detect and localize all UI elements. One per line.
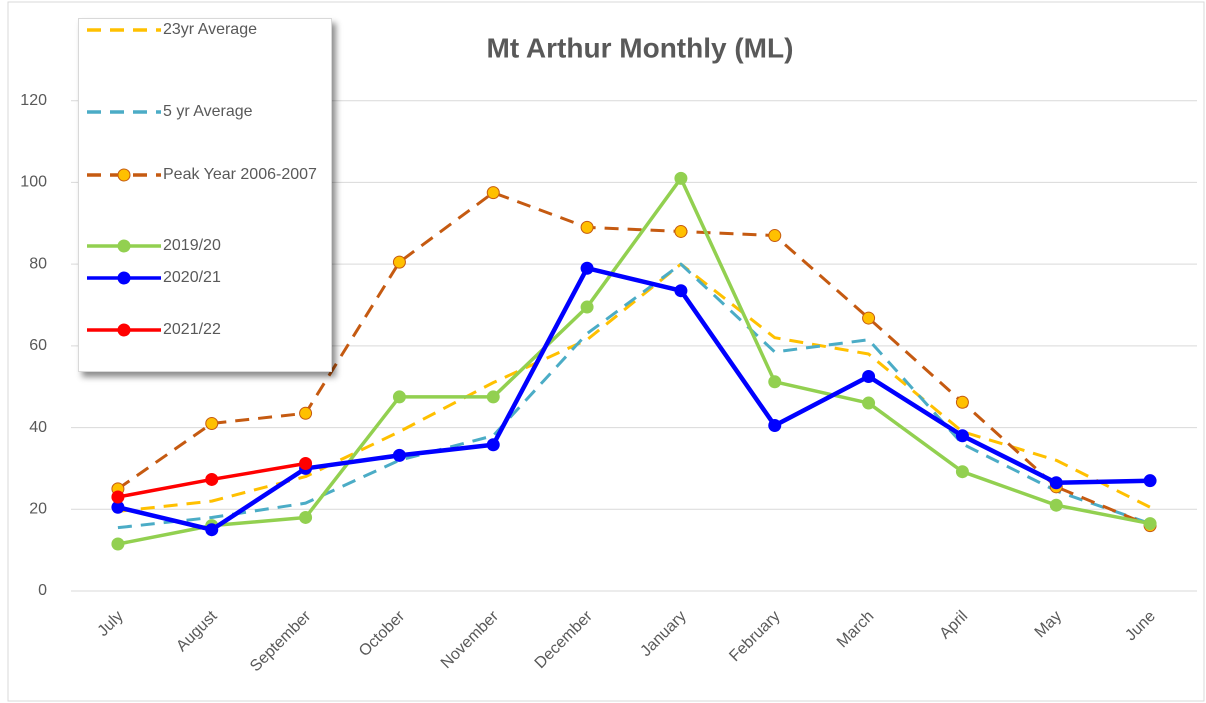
x-tick-label: August	[173, 607, 221, 655]
legend-item: 2020/21	[85, 267, 323, 289]
data-point	[111, 490, 125, 504]
data-point	[768, 375, 782, 389]
data-point	[580, 261, 594, 275]
data-point	[1143, 517, 1157, 531]
legend-marker	[117, 239, 131, 253]
x-tick-label: March	[834, 608, 877, 651]
data-point	[768, 229, 782, 243]
legend-marker	[117, 323, 131, 337]
x-tick-label: April	[937, 608, 972, 643]
legend-label: 23yr Average	[163, 21, 257, 38]
data-point	[580, 300, 594, 314]
x-tick-label: January	[637, 608, 689, 660]
x-tick-label: December	[532, 607, 597, 672]
legend-label: 5 yr Average	[163, 103, 253, 120]
legend-item: 2021/22	[85, 319, 323, 341]
series-line	[117, 176, 1151, 546]
data-point	[205, 416, 219, 430]
x-tick-label: November	[438, 607, 503, 672]
data-point	[392, 255, 406, 269]
data-point	[955, 465, 969, 479]
data-point	[674, 171, 688, 185]
data-point	[674, 224, 688, 238]
data-point	[299, 510, 313, 524]
data-point	[862, 311, 876, 325]
data-point	[392, 390, 406, 404]
data-point	[1049, 476, 1063, 490]
data-point	[299, 457, 313, 471]
chart-border	[7, 1, 1205, 702]
series-line	[117, 262, 1151, 530]
data-point	[392, 448, 406, 462]
x-tick-label: June	[1122, 608, 1159, 645]
y-tick-label: 40	[29, 419, 47, 436]
legend-label: 2021/22	[163, 321, 221, 338]
x-tick-label: February	[726, 608, 783, 665]
x-tick-label: September	[247, 607, 315, 675]
legend-swatch	[87, 28, 161, 32]
legend-item: 2019/20	[85, 235, 323, 257]
data-point	[205, 472, 219, 486]
legend-marker	[117, 168, 131, 182]
data-point	[1049, 498, 1063, 512]
y-tick-label: 60	[29, 337, 47, 354]
data-point	[955, 429, 969, 443]
y-tick-label: 80	[29, 255, 47, 272]
legend-swatch	[87, 168, 161, 182]
legend-label: Peak Year 2006-2007	[163, 166, 317, 183]
chart-title: Mt Arthur Monthly (ML)	[487, 32, 794, 63]
legend-marker	[117, 271, 131, 285]
legend-swatch	[87, 239, 161, 253]
x-tick-label: May	[1032, 608, 1065, 641]
data-point	[768, 419, 782, 433]
y-tick-label: 20	[29, 501, 47, 518]
data-point	[111, 537, 125, 551]
y-tick-label: 120	[20, 92, 47, 109]
data-point	[580, 220, 594, 234]
data-point	[1143, 474, 1157, 488]
legend-swatch	[87, 110, 161, 114]
legend-swatch	[87, 323, 161, 337]
data-point	[862, 396, 876, 410]
legend-label: 2019/20	[163, 237, 221, 254]
data-point	[486, 390, 500, 404]
series-line	[117, 265, 1151, 532]
x-tick-label: October	[356, 607, 409, 660]
y-tick-label: 0	[38, 582, 47, 599]
series-line	[117, 191, 1151, 528]
series-line	[117, 262, 1151, 513]
data-point	[486, 186, 500, 200]
data-point	[299, 406, 313, 420]
data-point	[486, 438, 500, 452]
x-tick-label: July	[95, 608, 127, 640]
y-tick-label: 100	[20, 174, 47, 191]
legend: 23yr Average 5 yr Average Peak Year 2006-2…	[78, 18, 332, 372]
legend-item: 23yr Average	[85, 19, 323, 41]
legend-item: Peak Year 2006-2007	[85, 164, 323, 186]
data-point	[674, 284, 688, 298]
data-point	[955, 395, 969, 409]
data-point	[205, 523, 219, 537]
legend-item: 5 yr Average	[85, 101, 323, 123]
data-point	[862, 370, 876, 383]
legend-label: 2020/21	[163, 269, 221, 286]
legend-swatch	[87, 271, 161, 285]
